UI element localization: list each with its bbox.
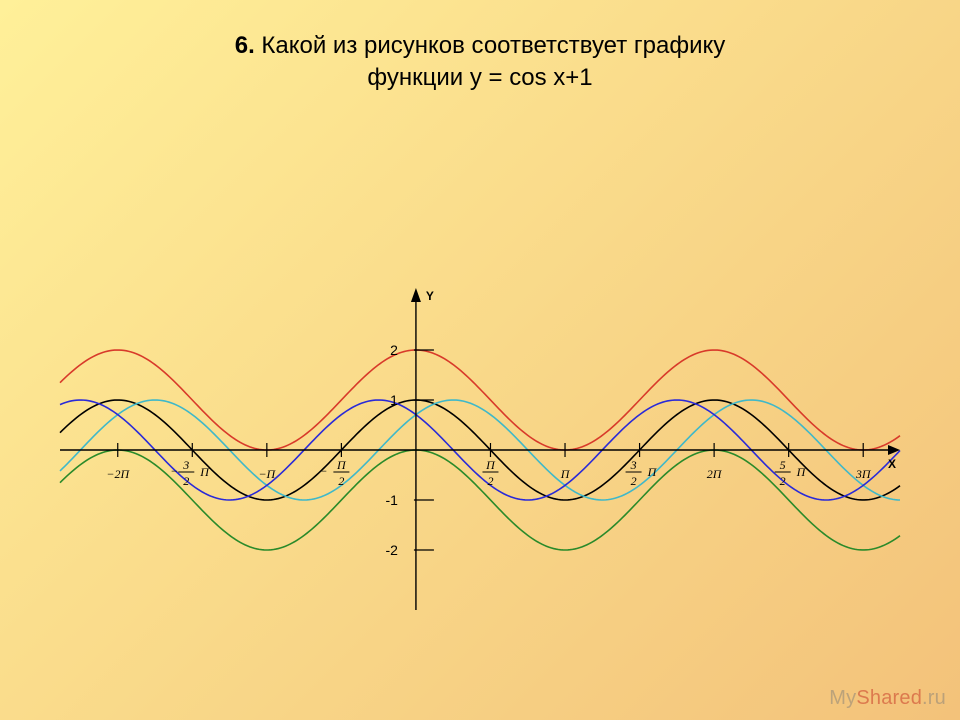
- svg-text:2: 2: [631, 474, 637, 488]
- x-tick-label: П: [560, 467, 571, 481]
- y-tick-label: -2: [385, 542, 398, 558]
- x-tick-label: 2П: [707, 467, 723, 481]
- page-content: 6. Какой из рисунков соответствует графи…: [0, 0, 960, 720]
- x-tick-label-frac: П2: [482, 458, 498, 488]
- svg-text:П: П: [647, 465, 658, 479]
- chart-svg: YX−2П−32П−П−П2П2П32П2П52П3П21-1-2: [60, 290, 900, 610]
- y-axis-arrow: [411, 288, 421, 302]
- question-title: 6. Какой из рисунков соответствует графи…: [0, 30, 960, 95]
- question-line2: функции y = cos x+1: [367, 64, 592, 91]
- svg-text:П: П: [485, 458, 496, 472]
- svg-text:5: 5: [780, 458, 786, 472]
- svg-text:−: −: [319, 464, 327, 478]
- x-tick-label: 3П: [855, 467, 872, 481]
- svg-text:2: 2: [487, 474, 493, 488]
- svg-text:П: П: [199, 465, 210, 479]
- watermark-post: .ru: [922, 687, 946, 709]
- watermark-red: Shared: [856, 687, 922, 709]
- svg-text:П: П: [336, 458, 347, 472]
- svg-text:3: 3: [182, 458, 189, 472]
- x-tick-label: −2П: [106, 467, 130, 481]
- question-number: 6.: [235, 32, 255, 59]
- x-tick-label-frac: 5 2П: [775, 458, 807, 488]
- x-tick-label: −П: [258, 467, 276, 481]
- y-tick-label: -1: [385, 492, 398, 508]
- svg-text:2: 2: [780, 474, 786, 488]
- svg-text:−: −: [170, 464, 178, 478]
- question-line1: Какой из рисунков соответствует графику: [255, 32, 726, 59]
- watermark-pre: My: [829, 687, 856, 709]
- svg-text:2: 2: [183, 474, 189, 488]
- svg-text:2: 2: [338, 474, 344, 488]
- svg-text:3: 3: [630, 458, 637, 472]
- y-axis-label: Y: [426, 289, 434, 303]
- y-tick-label: 2: [390, 342, 398, 358]
- y-tick-label: 1: [390, 392, 398, 408]
- chart-container: YX−2П−32П−П−П2П2П32П2П52П3П21-1-2: [60, 290, 900, 610]
- x-axis-label: X: [888, 457, 896, 471]
- watermark: MyShared.ru: [829, 687, 946, 710]
- svg-text:П: П: [796, 465, 807, 479]
